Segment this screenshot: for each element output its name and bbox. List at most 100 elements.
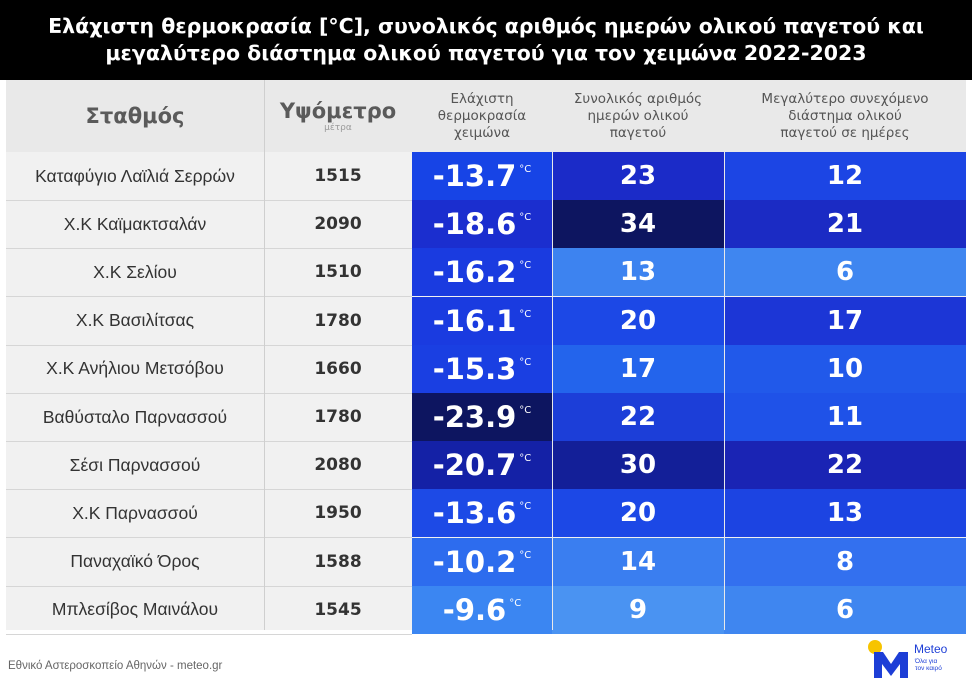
header-longest-line: Μεγαλύτερο συνεχόμενο bbox=[761, 90, 929, 107]
logo-tagline-line: τον καιρό bbox=[915, 665, 942, 672]
temp-unit: °C bbox=[509, 597, 522, 609]
row-divider bbox=[6, 585, 412, 587]
station-name: Χ.Κ Καϊμακτσαλάν bbox=[63, 213, 207, 234]
temp-unit: °C bbox=[519, 308, 532, 320]
station-name: Καταφύγιο Λαϊλιά Σερρών bbox=[35, 165, 235, 186]
min-temp-cell: -20.7 °C bbox=[412, 441, 552, 490]
temp-unit: °C bbox=[519, 405, 532, 416]
table-row: Καταφύγιο Λαϊλιά Σερρών 1515 -13.7 °C 23 12 bbox=[6, 152, 966, 201]
table-row: Χ.Κ Ανήλιου Μετσόβου 1660 -15.3 °C 17 10 bbox=[6, 344, 966, 394]
min-temp-value: -10.2 bbox=[432, 544, 517, 579]
altitude-value: 1515 bbox=[314, 166, 362, 186]
station-name: Χ.Κ Βασιλίτσας bbox=[75, 310, 195, 331]
min-temp-cell: -9.6 °C bbox=[412, 585, 552, 634]
min-temp-cell: -16.1 °C bbox=[412, 296, 552, 345]
row-divider bbox=[6, 248, 412, 250]
min-temp-cell: -13.7 °C bbox=[412, 152, 552, 200]
temp-unit: °C bbox=[519, 501, 532, 513]
altitude-value: 1588 bbox=[314, 551, 362, 572]
header-altitude: Υψόμετρο μέτρα bbox=[264, 80, 412, 152]
header-longest-line: παγετού σε ημέρες bbox=[780, 124, 910, 141]
row-divider bbox=[6, 537, 412, 539]
station-name: Χ.Κ Ανήλιου Μετσόβου bbox=[46, 358, 224, 379]
logo-m-icon bbox=[874, 652, 908, 678]
header-altitude-label: Υψόμετρο bbox=[279, 99, 397, 123]
logo-tagline: Όλα για τον καιρό bbox=[915, 658, 942, 672]
header-min-temp-line: χειμώνα bbox=[454, 124, 510, 141]
header-min-temp: Ελάχιστη θερμοκρασία χειμώνα bbox=[412, 80, 552, 152]
min-temp-cell: -18.6 °C bbox=[412, 200, 552, 249]
header-total-days-line: Συνολικός αριθμός bbox=[573, 90, 703, 107]
header-total-days: Συνολικός αριθμός ημερών ολικού παγετού bbox=[552, 80, 724, 152]
header-station: Σταθμός bbox=[85, 104, 185, 128]
row-divider bbox=[6, 441, 412, 442]
header-total-days-line: παγετού bbox=[609, 124, 667, 141]
header-min-temp-line: θερμοκρασία bbox=[437, 107, 527, 124]
longest-frost-period: 12 bbox=[724, 152, 966, 200]
station-name: Παναχαϊκό Όρος bbox=[70, 551, 200, 572]
min-temp-value: -16.2 bbox=[432, 255, 517, 290]
table-row: Χ.Κ Παρνασσού 1950 -13.6 °C 20 13 bbox=[6, 489, 966, 539]
column-divider bbox=[724, 80, 725, 630]
min-temp-cell: -16.2 °C bbox=[412, 248, 552, 297]
longest-frost-period: 13 bbox=[724, 489, 966, 538]
min-temp-cell: -15.3 °C bbox=[412, 344, 552, 393]
total-frost-days: 14 bbox=[552, 537, 724, 586]
title-bar: Ελάχιστη θερμοκρασία [°C], συνολικός αρι… bbox=[0, 0, 972, 80]
total-frost-days: 30 bbox=[552, 441, 724, 490]
table-row: Βαθύσταλο Παρνασσού 1780 -23.9 °C 22 11 bbox=[6, 393, 966, 442]
total-frost-days: 20 bbox=[552, 489, 724, 538]
min-temp-cell: -10.2 °C bbox=[412, 537, 552, 586]
altitude-value: 1510 bbox=[314, 262, 362, 283]
min-temp-cell: -13.6 °C bbox=[412, 489, 552, 538]
row-divider bbox=[6, 489, 412, 491]
title-line-2: μεγαλύτερο διάστημα ολικού παγετού για τ… bbox=[105, 41, 867, 65]
header-longest-period: Μεγαλύτερο συνεχόμενο διάστημα ολικού πα… bbox=[724, 80, 966, 152]
table-row: Χ.Κ Βασιλίτσας 1780 -16.1 °C 20 17 bbox=[6, 296, 966, 346]
row-divider bbox=[6, 633, 412, 635]
altitude-value: 2090 bbox=[314, 214, 362, 235]
total-frost-days: 34 bbox=[552, 200, 724, 249]
temp-unit: °C bbox=[519, 212, 532, 224]
min-temp-value: -15.3 bbox=[432, 351, 517, 386]
min-temp-value: -13.7 bbox=[432, 159, 517, 193]
table-header: Σταθμός Υψόμετρο μέτρα Ελάχιστη θερμοκρα… bbox=[6, 80, 966, 152]
header-total-days-line: ημερών ολικού bbox=[587, 107, 689, 124]
temp-unit: °C bbox=[519, 549, 532, 561]
altitude-value: 1780 bbox=[314, 310, 362, 331]
min-temp-cell: -23.9 °C bbox=[412, 393, 552, 441]
header-min-temp-line: Ελάχιστη bbox=[450, 90, 514, 107]
table-row: Παναχαϊκό Όρος 1588 -10.2 °C 14 8 bbox=[6, 537, 966, 587]
table-row: Χ.Κ Καϊμακτσαλάν 2090 -18.6 °C 34 21 bbox=[6, 200, 966, 250]
min-temp-value: -20.7 bbox=[432, 448, 517, 483]
row-divider bbox=[6, 344, 412, 346]
data-table: Σταθμός Υψόμετρο μέτρα Ελάχιστη θερμοκρα… bbox=[6, 80, 966, 635]
meteo-logo: Meteo Όλα για τον καιρό bbox=[868, 638, 964, 680]
longest-frost-period: 6 bbox=[724, 248, 966, 297]
logo-tagline-line: Όλα για bbox=[915, 658, 938, 665]
altitude-value: 1660 bbox=[314, 358, 362, 379]
station-name: Βαθύσταλο Παρνασσού bbox=[42, 406, 228, 427]
min-temp-value: -18.6 bbox=[432, 207, 517, 242]
longest-frost-period: 6 bbox=[724, 585, 966, 634]
table-row: Σέσι Παρνασσού 2080 -20.7 °C 30 22 bbox=[6, 441, 966, 491]
longest-frost-period: 21 bbox=[724, 200, 966, 249]
table-row: Μπλεσίβος Μαινάλου 1545 -9.6 °C 9 6 bbox=[6, 585, 966, 635]
altitude-value: 1545 bbox=[314, 599, 362, 620]
temp-unit: °C bbox=[519, 356, 532, 368]
header-longest-line: διάστημα ολικού bbox=[788, 107, 902, 124]
min-temp-value: -16.1 bbox=[432, 303, 517, 338]
min-temp-value: -9.6 bbox=[442, 592, 507, 627]
title-line-1: Ελάχιστη θερμοκρασία [°C], συνολικός αρι… bbox=[48, 14, 924, 38]
temp-unit: °C bbox=[519, 260, 532, 272]
station-name: Χ.Κ Παρνασσού bbox=[72, 502, 198, 523]
header-altitude-unit: μέτρα bbox=[324, 123, 352, 133]
longest-frost-period: 22 bbox=[724, 441, 966, 490]
row-divider bbox=[6, 296, 412, 298]
longest-frost-period: 10 bbox=[724, 344, 966, 393]
longest-frost-period: 8 bbox=[724, 537, 966, 586]
column-divider bbox=[264, 80, 265, 630]
station-name: Μπλεσίβος Μαινάλου bbox=[51, 599, 219, 620]
total-frost-days: 23 bbox=[552, 152, 724, 200]
altitude-value: 2080 bbox=[314, 455, 362, 476]
